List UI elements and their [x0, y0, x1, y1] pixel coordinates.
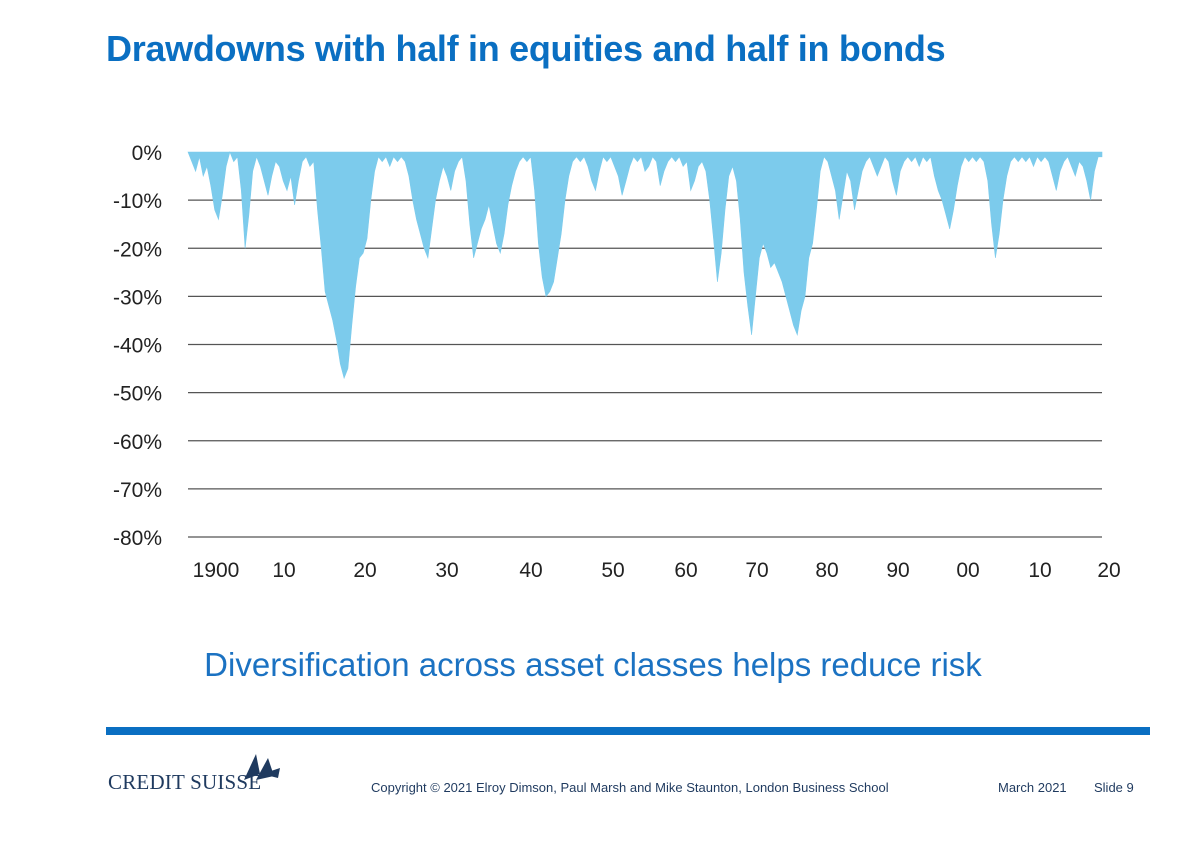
x-tick-label: 20: [353, 559, 376, 582]
drawdown-chart: 0%-10%-20%-30%-40%-50%-60%-70%-80% 1900 1…: [113, 142, 1121, 582]
drawdown-area: [187, 151, 1103, 380]
y-tick-label: -70%: [113, 479, 162, 502]
y-tick-label: -60%: [113, 431, 162, 454]
x-tick-label: 1900: [193, 559, 240, 582]
slide-title: Drawdowns with half in equities and half…: [106, 28, 946, 69]
copyright-notice: Copyright © 2021 Elroy Dimson, Paul Mars…: [371, 780, 889, 795]
y-tick-label: -80%: [113, 527, 162, 550]
x-tick-label: 80: [815, 559, 838, 582]
slide-number: Slide 9: [1094, 780, 1134, 795]
slide-tagline: Diversification across asset classes hel…: [204, 646, 982, 683]
x-tick-label: 60: [674, 559, 697, 582]
y-tick-label: 0%: [132, 142, 162, 165]
footer-divider: [106, 727, 1150, 735]
credit-suisse-logo: CREDIT SUISSE: [108, 752, 284, 796]
logo-wordmark: CREDIT SUISSE: [108, 770, 262, 794]
x-axis-labels: 1900 10 20 30 40 50 60 70 80 90 00 10 20: [193, 559, 1121, 582]
x-tick-label: 10: [1028, 559, 1051, 582]
x-tick-label: 20: [1097, 559, 1120, 582]
x-tick-label: 50: [601, 559, 624, 582]
x-tick-label: 90: [886, 559, 909, 582]
x-tick-label: 30: [435, 559, 458, 582]
y-tick-label: -10%: [113, 190, 162, 213]
y-axis-labels: 0% -10% -20% -30% -40% -50% -60% -70% -80%: [113, 142, 162, 550]
x-tick-label: 70: [745, 559, 768, 582]
y-tick-label: -50%: [113, 383, 162, 406]
sails-logo-icon: [244, 754, 280, 780]
y-tick-label: -20%: [113, 238, 162, 261]
x-tick-label: 40: [519, 559, 542, 582]
x-tick-label: 00: [956, 559, 979, 582]
y-tick-label: -40%: [113, 335, 162, 358]
y-tick-label: -30%: [113, 286, 162, 309]
drawdown-area-group: [187, 151, 1103, 380]
slide-date: March 2021: [998, 780, 1067, 795]
x-tick-label: 10: [272, 559, 295, 582]
